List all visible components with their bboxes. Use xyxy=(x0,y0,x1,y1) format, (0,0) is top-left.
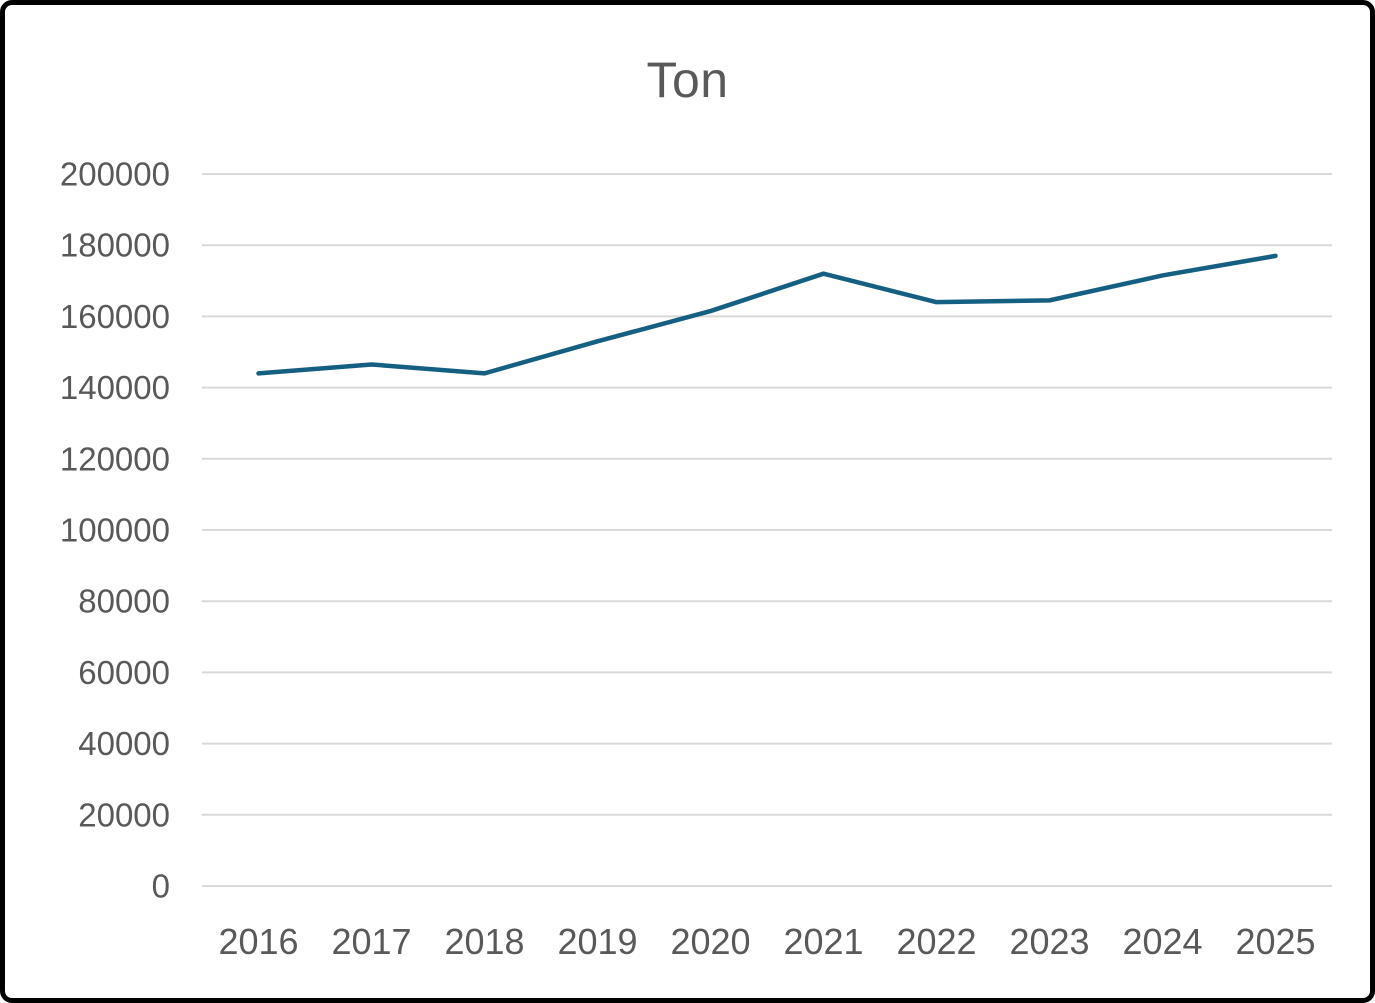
x-axis-tick-label: 2022 xyxy=(896,921,976,962)
y-axis-tick-label: 180000 xyxy=(60,227,170,264)
x-axis-tick-label: 2020 xyxy=(670,921,750,962)
x-axis-tick-label: 2021 xyxy=(783,921,863,962)
chart-title: Ton xyxy=(646,52,729,108)
x-axis-tick-label: 2024 xyxy=(1122,921,1202,962)
y-axis-tick-label: 140000 xyxy=(60,369,170,406)
data-line-ton xyxy=(256,253,1278,376)
x-axis-tick-label: 2016 xyxy=(218,921,298,962)
y-axis-tick-label: 80000 xyxy=(78,583,170,620)
y-axis-tick-label: 200000 xyxy=(60,156,170,193)
y-axis-tick-label: 0 xyxy=(152,868,170,905)
y-axis-tick-label: 20000 xyxy=(78,796,170,833)
x-axis-tick-label: 2018 xyxy=(444,921,524,962)
x-axis-tick-label: 2017 xyxy=(331,921,411,962)
y-axis-tick-label: 120000 xyxy=(60,440,170,477)
x-axis-tick-label: 2025 xyxy=(1235,921,1315,962)
y-axis-tick-label: 160000 xyxy=(60,298,170,335)
line-chart-plot: 0 20000 40000 60000 80000 100000 120000 140000 1… xyxy=(60,156,1332,962)
y-axis-tick-label: 60000 xyxy=(78,654,170,691)
y-axis-tick-label: 100000 xyxy=(60,512,170,549)
x-axis-tick-label: 2023 xyxy=(1009,921,1089,962)
y-axis-tick-label: 40000 xyxy=(78,725,170,762)
x-axis-tick-label: 2019 xyxy=(557,921,637,962)
